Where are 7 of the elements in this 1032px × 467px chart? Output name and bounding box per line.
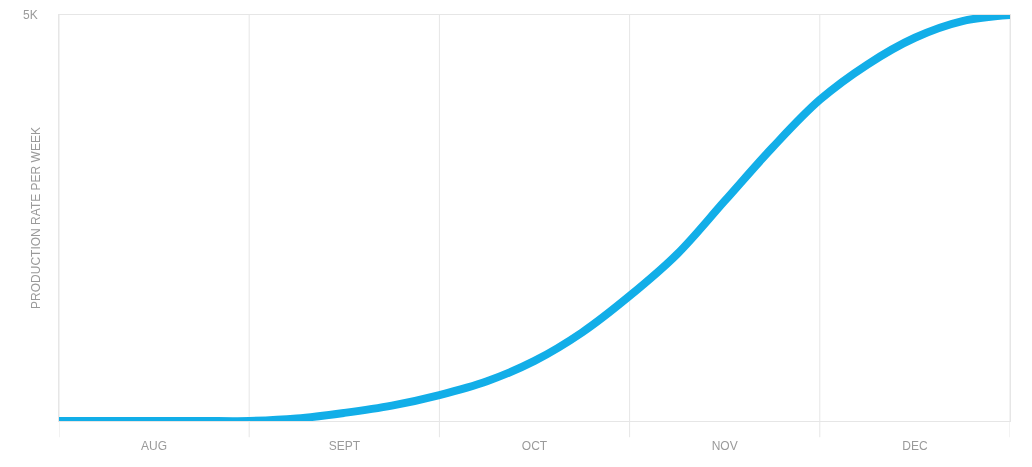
x-tick-label: OCT	[521, 439, 548, 454]
text: 5K	[23, 8, 38, 22]
x-tick-label: DEC	[902, 439, 928, 454]
x-tick-label: AUG	[141, 439, 168, 454]
y-axis-title: PRODUCTION RATE PER WEEK	[29, 127, 44, 309]
x-tick-label: SEPT	[328, 439, 361, 454]
x-tick-label: NOV	[711, 439, 738, 454]
